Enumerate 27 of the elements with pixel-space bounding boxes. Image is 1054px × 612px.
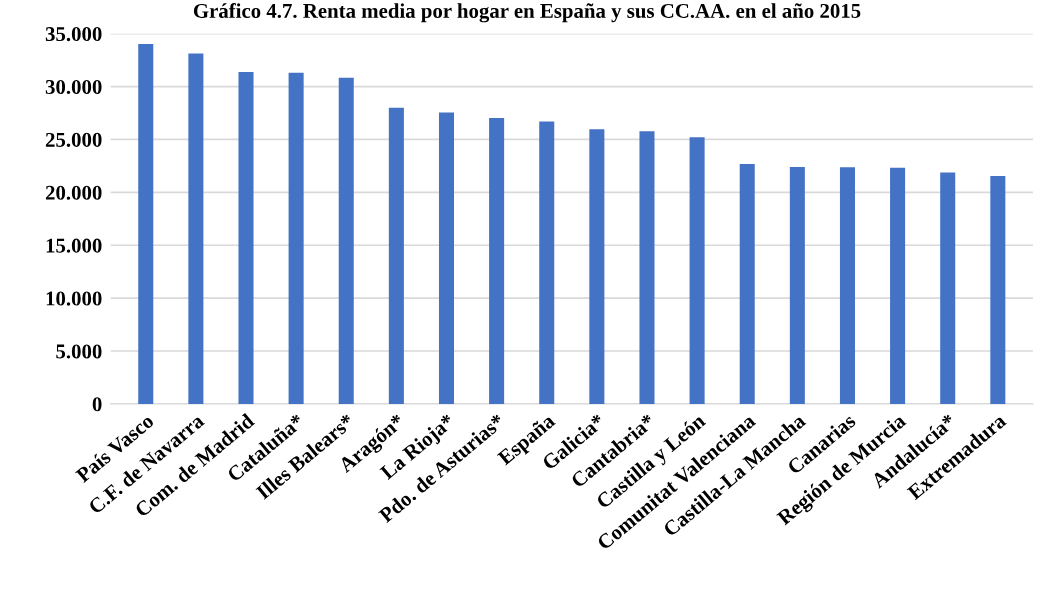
y-tick-label: 30.000 <box>45 79 102 95</box>
bar <box>188 53 204 404</box>
y-tick-label: 20.000 <box>45 185 102 200</box>
y-tick-label: 25.000 <box>45 132 102 147</box>
bar <box>338 77 354 404</box>
y-tick-label: 0 <box>92 397 102 412</box>
bar <box>138 43 154 404</box>
bar <box>288 72 304 404</box>
bar <box>589 129 605 404</box>
bar <box>739 164 755 404</box>
y-tick-label: 35.000 <box>45 27 102 42</box>
chart-title: Gráfico 4.7. Renta media por hogar en España y sus CC.AA. en el año 2015 <box>193 3 861 23</box>
bar <box>388 107 404 404</box>
bar <box>789 166 805 404</box>
bar <box>238 72 254 404</box>
y-tick-label: 15.000 <box>46 238 102 253</box>
bar <box>539 121 555 404</box>
bar <box>990 175 1006 404</box>
y-tick-label: 10.000 <box>46 291 102 306</box>
bar <box>639 131 655 404</box>
bar <box>438 112 455 404</box>
bar <box>940 172 956 404</box>
bar <box>489 118 505 404</box>
bar <box>890 167 906 404</box>
y-tick-label: 5.000 <box>56 344 102 359</box>
bar <box>839 167 855 404</box>
bar <box>689 137 705 404</box>
